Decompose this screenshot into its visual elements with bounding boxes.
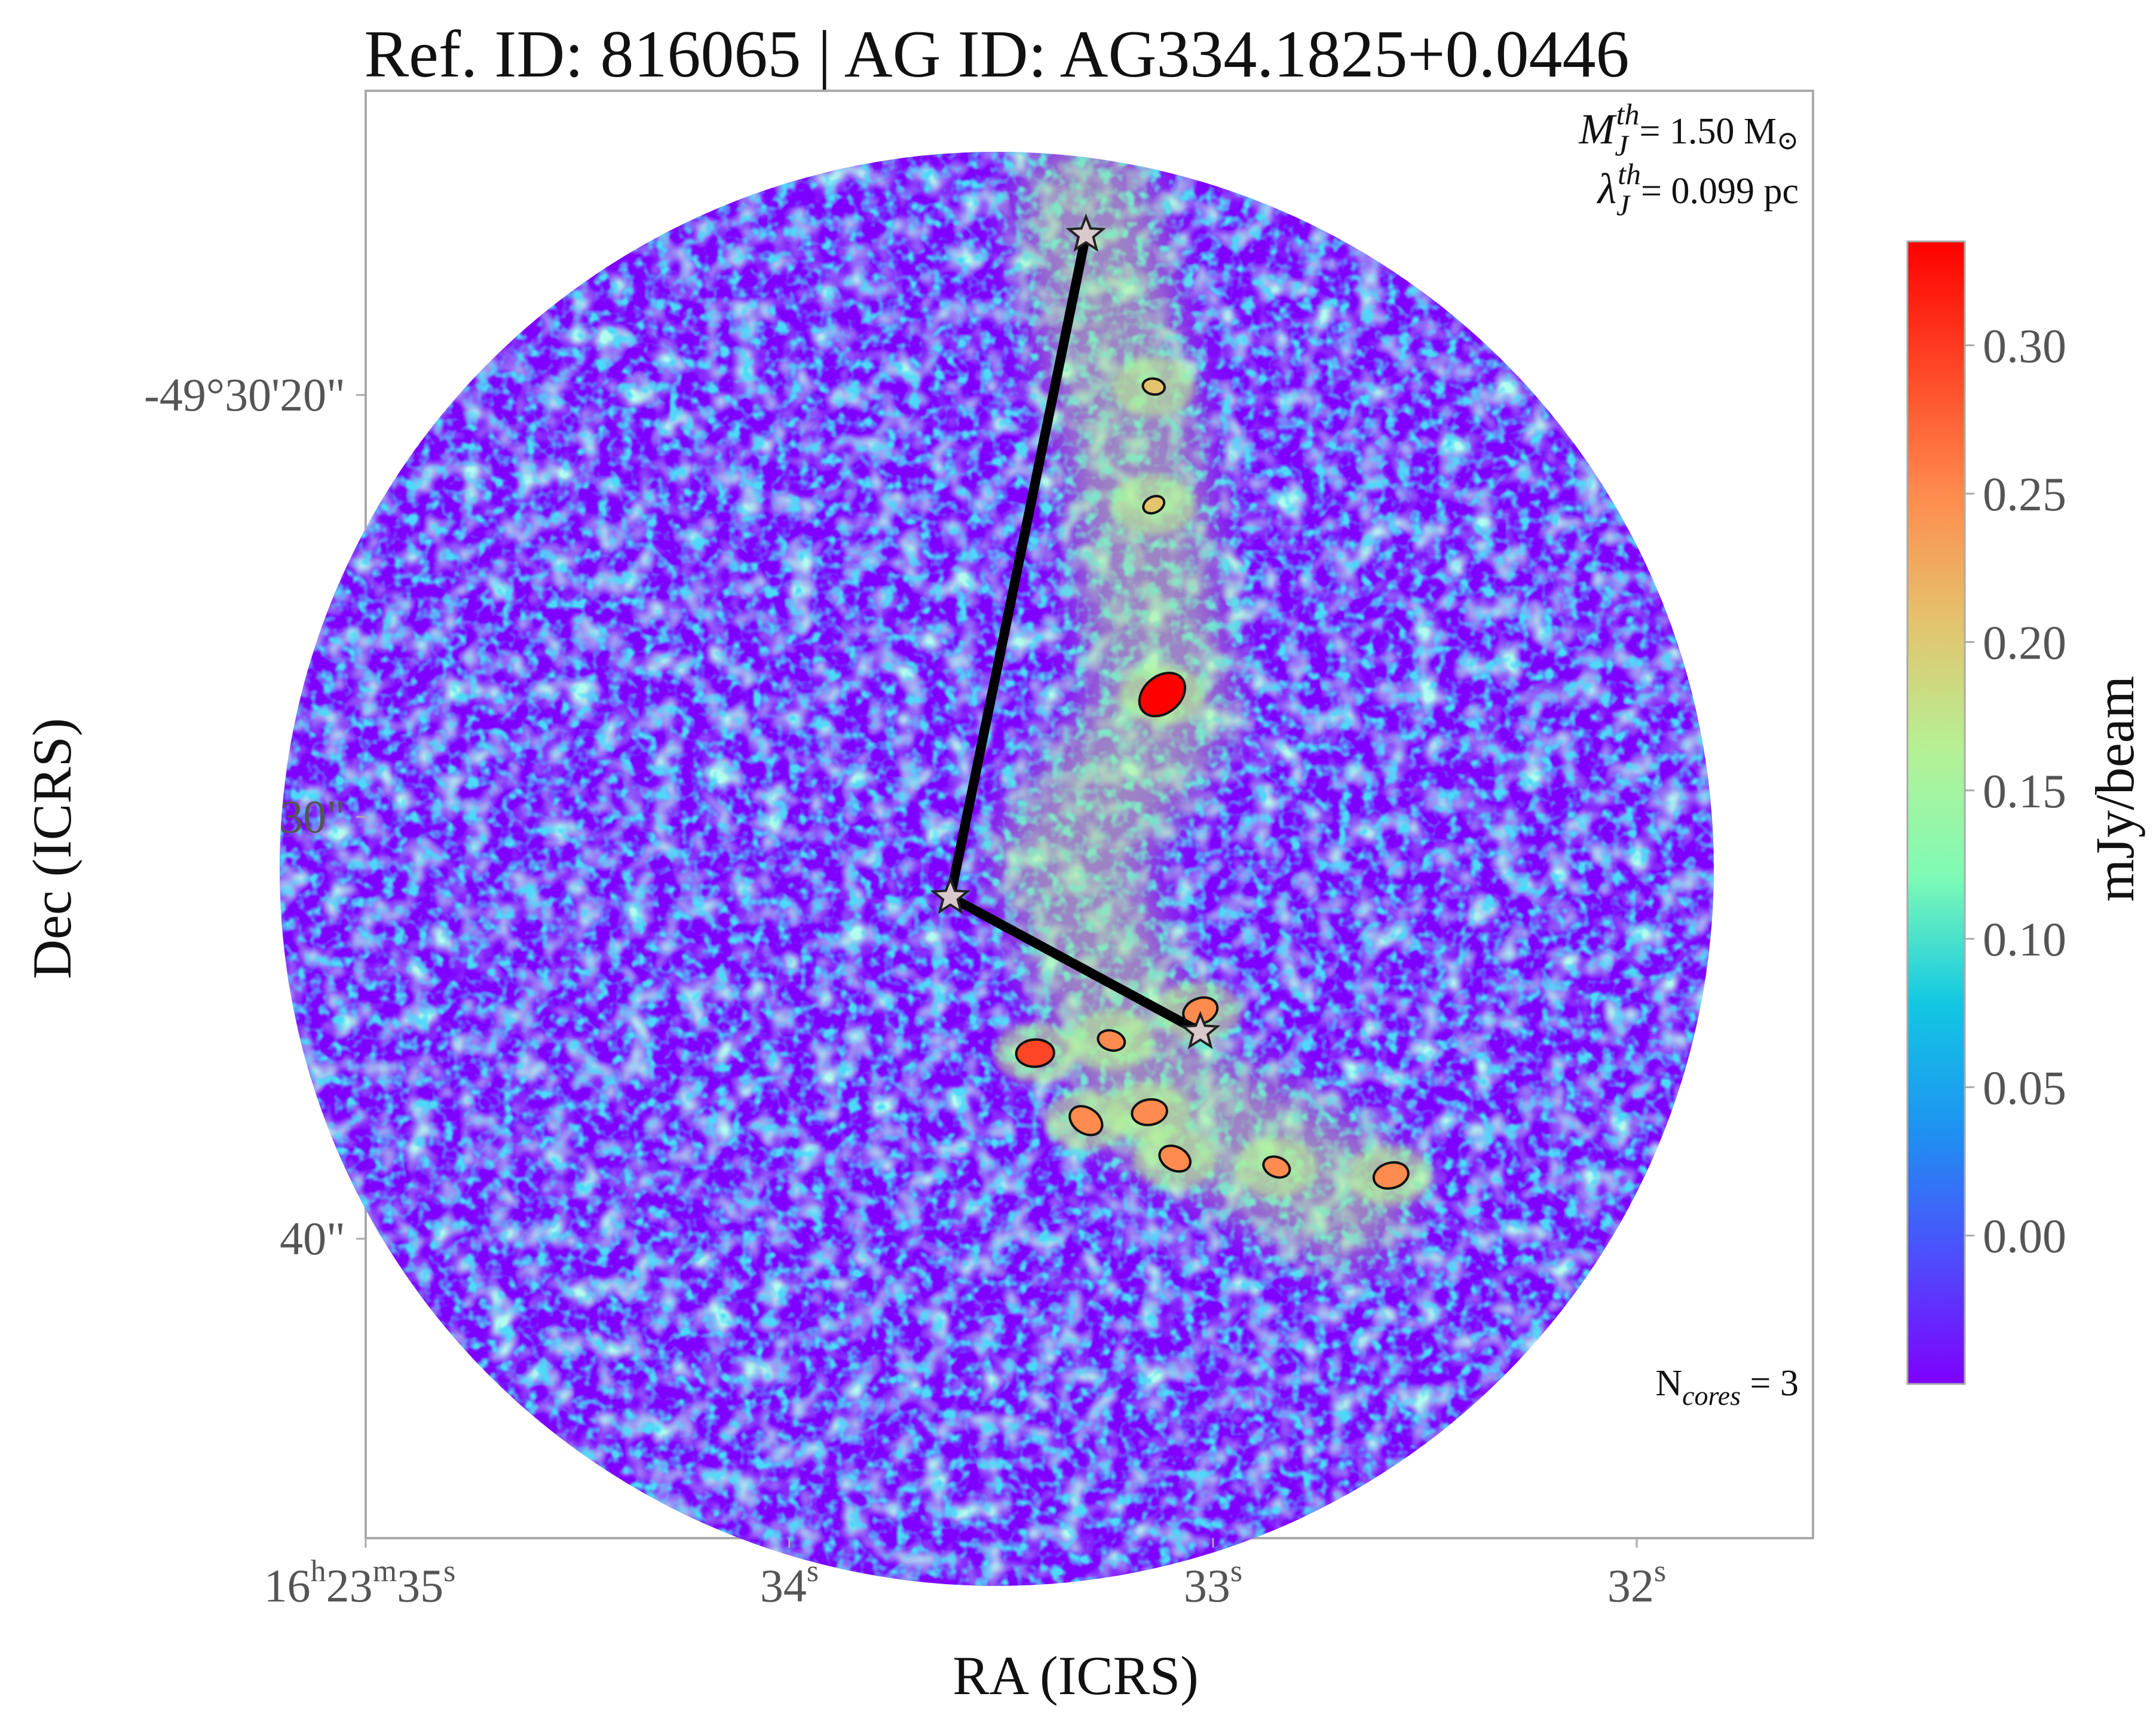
colorbar-tick-label: 0.30 (1983, 320, 2066, 373)
emission-blob (1349, 1146, 1433, 1206)
core-count-annotation: Ncores = 3 (1655, 1363, 1799, 1411)
colorbar-tick-label: 0.25 (1983, 468, 2066, 521)
y-axis-ticks: -49°30'20" 30" 40" (144, 369, 366, 1264)
emission-blob (1120, 664, 1204, 725)
x-tick-label: 16h23m35s (264, 1554, 456, 1612)
chart-title: Ref. ID: 816065 | AG ID: AG334.1825+0.04… (364, 17, 1629, 91)
core-emission-blobs (993, 356, 1433, 1206)
emission-blob-contour (1262, 1155, 1291, 1179)
emission-blob-contour (1141, 377, 1166, 396)
x-tick-label: 32s (1607, 1554, 1666, 1612)
mst-edges (945, 229, 1205, 1037)
x-tick-label: 33s (1184, 1554, 1242, 1612)
mst-edge (945, 892, 1205, 1037)
emission-blob-contour (1131, 1098, 1168, 1126)
y-tick-label: 40" (280, 1212, 345, 1264)
colorbar-tick-label: 0.00 (1983, 1211, 2066, 1263)
colorbar-tick-label: 0.20 (1983, 617, 2066, 669)
emission-blob-contour (1097, 1029, 1126, 1052)
core-star-marker (1065, 213, 1107, 252)
y-tick-label: 30" (280, 791, 345, 843)
emission-blob (1111, 474, 1196, 535)
emission-blob-contour (1138, 672, 1187, 718)
emission-blob (1069, 1010, 1153, 1071)
mst-edge (945, 229, 1091, 902)
y-axis-label: Dec (ICRS) (22, 718, 82, 979)
jeans-mass-annotation: MJth= 1.50 M⊙ (1578, 97, 1799, 162)
colorbar-tick-label: 0.15 (1983, 765, 2066, 818)
colorbar-tick-label: 0.05 (1983, 1062, 2066, 1114)
colorbar: 0.00 0.05 0.10 0.15 0.20 0.25 0.30 mJy/beam (1906, 240, 2145, 1385)
colorbar-label: mJy/beam (2084, 676, 2145, 902)
colorbar-gradient (1906, 240, 1966, 1385)
jeans-length-annotation: λJth= 0.099 pc (1597, 157, 1799, 222)
emission-blob (1133, 1128, 1217, 1189)
emission-blob-contour (1142, 495, 1166, 515)
colorbar-tick-label: 0.10 (1983, 914, 2066, 966)
x-tick-label: 34s (760, 1554, 819, 1612)
emission-blob-contour (1158, 1144, 1192, 1173)
emission-blob-contour (1068, 1105, 1104, 1137)
emission-blob (1235, 1137, 1319, 1197)
emission-blob (1111, 356, 1196, 417)
emission-blob (993, 1023, 1077, 1083)
x-axis-ticks: 16h23m35s 34s 33s 32s (264, 1538, 1666, 1612)
core-markers (930, 213, 1221, 1049)
emission-blob (1044, 1091, 1128, 1151)
map-noise-texture-fine (280, 152, 1714, 1586)
emission-blob-contour (1015, 1038, 1055, 1068)
emission-map (280, 152, 1714, 1586)
x-axis-label: RA (ICRS) (953, 1645, 1199, 1706)
y-tick-label: -49°30'20" (144, 369, 345, 421)
colorbar-ticks: 0.00 0.05 0.10 0.15 0.20 0.25 0.30 (1965, 320, 2066, 1263)
core-star-marker (1180, 1010, 1221, 1049)
core-star-marker (930, 875, 971, 914)
emission-blob (1107, 1082, 1192, 1143)
emission-blob-contour (1372, 1161, 1410, 1190)
